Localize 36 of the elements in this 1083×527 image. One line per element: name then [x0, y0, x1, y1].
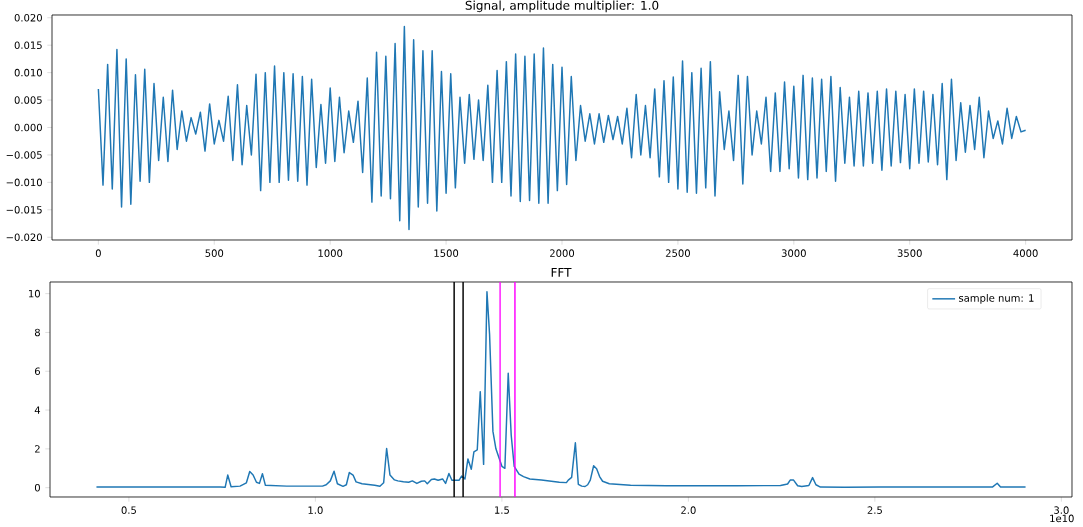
x-tick-label: 3.0: [1054, 506, 1069, 514]
x-tick-label: 1500: [434, 249, 459, 257]
line-series: [95, 290, 1027, 489]
y-tick-label: 4: [34, 406, 41, 414]
y-tick-label: 0.015: [14, 41, 42, 49]
y-tick-label: −0.015: [6, 206, 42, 214]
text: 1e10: [1050, 514, 1074, 523]
x-tick-label: 1.0: [308, 506, 323, 514]
y-tick-label: 0.000: [14, 123, 42, 132]
chart-title: FFT: [551, 267, 572, 277]
y-tick-label: 0.020: [14, 13, 42, 22]
y-tick-label: 0: [34, 483, 40, 492]
x-tick-label: 2.0: [681, 506, 696, 514]
x-tick-label: 0: [95, 249, 101, 257]
x-tick-label: 3500: [897, 249, 922, 257]
legend-label: sample num: 1: [959, 294, 1034, 304]
x-tick-label: 2.5: [867, 506, 882, 514]
x-tick-label: 1000: [318, 249, 343, 257]
x-tick-label: 2500: [665, 249, 690, 257]
x-tick-label: 500: [205, 249, 224, 257]
y-tick-label: 2: [35, 445, 40, 453]
x-tick-label: 1.5: [495, 506, 509, 514]
x-tick-label: 3000: [781, 249, 806, 257]
y-tick-label: 6: [34, 367, 40, 376]
y-tick-label: 0.010: [14, 68, 42, 77]
y-tick-label: 0.005: [14, 96, 42, 104]
x-tick-label: 2000: [550, 249, 575, 257]
y-tick-label: 10: [29, 289, 40, 298]
line-series: [97, 25, 1027, 231]
y-tick-label: −0.020: [6, 233, 42, 242]
x-tick-label: 4000: [1013, 249, 1038, 257]
y-tick-label: −0.010: [6, 178, 42, 187]
chart-title: Signal, amplitude multiplier: 1.0: [465, 0, 659, 13]
x-tick-label: 0.5: [121, 506, 136, 514]
y-tick-label: 8: [34, 328, 40, 337]
y-tick-label: −0.005: [6, 151, 42, 159]
